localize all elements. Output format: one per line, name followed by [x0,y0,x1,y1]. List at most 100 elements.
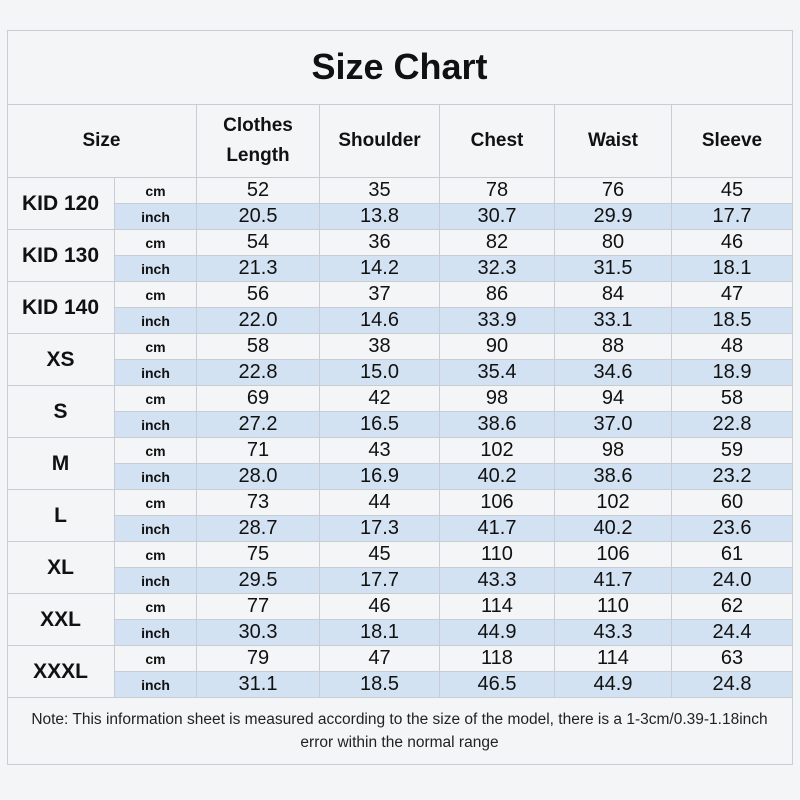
inch-value: 21.3 [197,256,320,282]
inch-value: 18.9 [672,360,793,386]
inch-value: 18.1 [320,620,440,646]
cm-value: 110 [440,542,555,568]
inch-value: 18.5 [672,308,793,334]
size-label: XXL [7,594,115,646]
cm-value: 69 [197,386,320,412]
header: Clothes Length [197,105,320,178]
unit-label: inch [115,672,197,698]
inch-value: 43.3 [555,620,672,646]
header: Shoulder [320,105,440,178]
inch-value: 18.5 [320,672,440,698]
cm-value: 52 [197,178,320,204]
unit-label: inch [115,516,197,542]
cm-value: 45 [320,542,440,568]
unit-label: inch [115,360,197,386]
inch-value: 38.6 [440,412,555,438]
cm-value: 58 [672,386,793,412]
cm-value: 54 [197,230,320,256]
cm-value: 58 [197,334,320,360]
size-label: KID 140 [7,282,115,334]
cm-value: 98 [440,386,555,412]
unit-label: inch [115,412,197,438]
size-label: KID 120 [7,178,115,230]
unit-label: inch [115,620,197,646]
header: Waist [555,105,672,178]
cm-value: 80 [555,230,672,256]
unit-label: cm [115,282,197,308]
inch-value: 23.2 [672,464,793,490]
inch-value: 15.0 [320,360,440,386]
title: Size Chart [7,30,793,105]
inch-value: 31.1 [197,672,320,698]
inch-value: 14.6 [320,308,440,334]
cm-value: 77 [197,594,320,620]
inch-value: 46.5 [440,672,555,698]
unit-label: inch [115,308,197,334]
header: Chest [440,105,555,178]
inch-value: 22.8 [672,412,793,438]
inch-value: 18.1 [672,256,793,282]
cm-value: 114 [440,594,555,620]
cm-value: 71 [197,438,320,464]
cm-value: 78 [440,178,555,204]
inch-value: 31.5 [555,256,672,282]
cm-value: 36 [320,230,440,256]
inch-value: 28.7 [197,516,320,542]
inch-value: 24.4 [672,620,793,646]
inch-value: 22.0 [197,308,320,334]
cm-value: 73 [197,490,320,516]
cm-value: 46 [320,594,440,620]
inch-value: 41.7 [440,516,555,542]
cm-value: 44 [320,490,440,516]
inch-value: 16.5 [320,412,440,438]
inch-value: 34.6 [555,360,672,386]
inch-value: 22.8 [197,360,320,386]
inch-value: 17.7 [672,204,793,230]
unit-label: cm [115,646,197,672]
inch-value: 29.9 [555,204,672,230]
cm-value: 84 [555,282,672,308]
cm-value: 102 [555,490,672,516]
inch-value: 40.2 [555,516,672,542]
inch-value: 38.6 [555,464,672,490]
cm-value: 106 [555,542,672,568]
cm-value: 48 [672,334,793,360]
header: Size [7,105,197,178]
size-label: L [7,490,115,542]
inch-value: 44.9 [440,620,555,646]
inch-value: 20.5 [197,204,320,230]
inch-value: 24.0 [672,568,793,594]
cm-value: 35 [320,178,440,204]
inch-value: 41.7 [555,568,672,594]
cm-value: 56 [197,282,320,308]
inch-value: 32.3 [440,256,555,282]
unit-label: cm [115,542,197,568]
cm-value: 45 [672,178,793,204]
inch-value: 30.3 [197,620,320,646]
inch-value: 40.2 [440,464,555,490]
unit-label: inch [115,256,197,282]
size-label: S [7,386,115,438]
inch-value: 33.9 [440,308,555,334]
inch-value: 14.2 [320,256,440,282]
size-label: XS [7,334,115,386]
cm-value: 46 [672,230,793,256]
inch-value: 33.1 [555,308,672,334]
inch-value: 37.0 [555,412,672,438]
inch-value: 30.7 [440,204,555,230]
inch-value: 28.0 [197,464,320,490]
cm-value: 62 [672,594,793,620]
unit-label: cm [115,386,197,412]
cm-value: 114 [555,646,672,672]
cm-value: 60 [672,490,793,516]
inch-value: 43.3 [440,568,555,594]
cm-value: 38 [320,334,440,360]
inch-value: 44.9 [555,672,672,698]
cm-value: 118 [440,646,555,672]
cm-value: 94 [555,386,672,412]
cm-value: 59 [672,438,793,464]
cm-value: 43 [320,438,440,464]
inch-value: 16.9 [320,464,440,490]
cm-value: 82 [440,230,555,256]
unit-label: cm [115,594,197,620]
